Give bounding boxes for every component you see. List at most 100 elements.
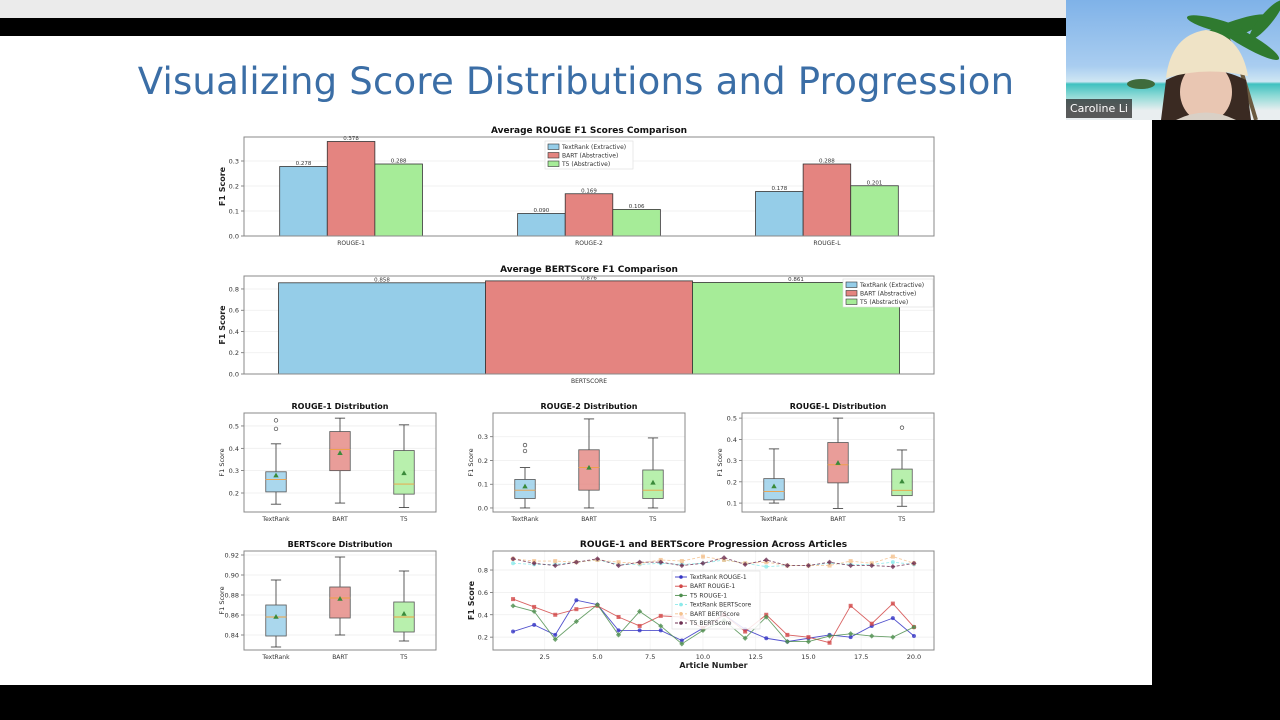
- data-point: [552, 562, 558, 569]
- participant-name: Caroline Li: [1066, 99, 1132, 118]
- x-tick-label: 2.5: [540, 653, 550, 661]
- chart-title: Average BERTScore F1 Comparison: [500, 265, 678, 275]
- legend-label: T5 ROUGE-1: [689, 592, 727, 599]
- mean-marker: [586, 464, 592, 470]
- data-point: [532, 604, 537, 609]
- x-tick-label: 5.0: [592, 653, 602, 661]
- x-category-label: T5: [648, 516, 657, 523]
- box: [265, 471, 287, 493]
- data-point: [890, 634, 896, 640]
- box: [763, 478, 785, 501]
- outlier-point: [899, 425, 905, 430]
- outlier-point: [522, 448, 528, 454]
- data-point: [700, 554, 705, 559]
- legend-label: TextRank ROUGE-1: [689, 574, 747, 581]
- legend-label: BART BERTScore: [690, 611, 740, 618]
- legend-label: T5 BERTScore: [689, 620, 732, 627]
- bar: [326, 141, 376, 237]
- y-tick-label: 0.92: [225, 552, 239, 560]
- bar-value-label: 0.278: [296, 161, 312, 167]
- legend-marker: [679, 575, 683, 579]
- mean-marker: [337, 450, 343, 456]
- x-category-label: BART: [830, 516, 846, 523]
- slide-title: Visualizing Score Distributions and Prog…: [137, 60, 1015, 103]
- mean-marker: [337, 596, 343, 601]
- mean-marker: [771, 483, 777, 489]
- browser-top-bar: [0, 0, 1066, 18]
- chart-2: 0.2 0.3 0.4 0.5 ROUGE-1 Distribution F1 Score…: [218, 402, 437, 523]
- bar: [802, 163, 852, 237]
- y-tick-label: 0.2: [478, 457, 488, 465]
- y-tick-label: 0.6: [229, 307, 239, 315]
- data-point: [742, 561, 748, 568]
- chart-title: ROUGE-1 and BERTScore Progression Across…: [580, 540, 847, 550]
- x-category-label: BART: [332, 516, 348, 523]
- charts-canvas: 0.0 0.1 0.2 0.3 Average ROUGE F1 Scores Comp…: [218, 126, 935, 670]
- legend: [671, 570, 761, 630]
- data-point: [805, 562, 812, 569]
- data-point: [848, 631, 854, 637]
- mean-marker: [899, 478, 905, 484]
- x-category-label: BART: [581, 516, 597, 523]
- y-tick-label: 0.3: [727, 457, 737, 465]
- legend-marker: [679, 584, 683, 588]
- y-tick-label: 0.3: [478, 433, 488, 441]
- data-point: [510, 556, 516, 562]
- data-point: [890, 560, 895, 565]
- legend-swatch: [845, 298, 858, 305]
- participant-video[interactable]: Caroline Li: [1066, 0, 1280, 120]
- data-point: [573, 559, 579, 565]
- legend-swatch: [845, 281, 858, 288]
- chart-title: BERTScore Distribution: [288, 540, 393, 549]
- bar-value-label: 0.201: [867, 180, 883, 186]
- y-axis-label: F1 Score: [467, 448, 475, 476]
- y-tick-label: 0.1: [229, 208, 239, 216]
- bar-value-label: 0.861: [788, 277, 804, 283]
- mean-marker: [401, 470, 407, 476]
- bar-value-label: 0.876: [581, 275, 597, 281]
- data-point: [615, 632, 622, 638]
- bar: [612, 209, 661, 237]
- bar: [374, 163, 423, 237]
- y-tick-label: 0.8: [229, 285, 239, 293]
- x-category-label: ROUGE-2: [575, 240, 603, 247]
- y-axis-label: F1 Score: [218, 448, 226, 476]
- plot-frame: [243, 550, 437, 651]
- data-point: [658, 613, 663, 618]
- box: [514, 479, 536, 499]
- y-axis-label: F1 Score: [218, 166, 227, 206]
- x-category-label: TextRank: [510, 516, 539, 523]
- data-point: [848, 603, 853, 608]
- bar: [279, 166, 328, 237]
- legend-swatch: [845, 290, 858, 297]
- data-point: [721, 555, 727, 561]
- y-tick-label: 0.88: [225, 592, 239, 600]
- data-point: [764, 636, 769, 641]
- plot-frame: [243, 275, 935, 375]
- legend-marker: [679, 621, 683, 625]
- x-category-label: TextRank: [759, 516, 788, 523]
- chart-0: 0.0 0.1 0.2 0.3 Average ROUGE F1 Scores Comp…: [218, 126, 935, 247]
- legend-swatch: [547, 143, 560, 150]
- y-axis-label: F1 Score: [716, 448, 724, 476]
- bar-value-label: 0.858: [374, 277, 390, 283]
- data-point: [553, 612, 558, 617]
- legend-marker: [679, 593, 683, 598]
- x-category-label: TextRank: [261, 516, 290, 523]
- box: [265, 604, 287, 637]
- mean-marker: [401, 611, 407, 616]
- data-point: [637, 628, 642, 633]
- y-tick-label: 0.86: [225, 612, 239, 620]
- data-point: [553, 559, 558, 564]
- chart-1: 0.0 0.2 0.4 0.6 0.8 Average BERTScore F1 Comp…: [218, 265, 935, 385]
- legend-label: T5 (Abstractive): [561, 161, 610, 168]
- data-point: [911, 560, 917, 566]
- outlier-point: [273, 426, 279, 432]
- x-tick-label: 20.0: [907, 653, 921, 661]
- data-point: [911, 634, 916, 639]
- bar: [278, 282, 486, 375]
- mean-marker: [522, 483, 528, 489]
- chart-title: ROUGE-2 Distribution: [541, 402, 638, 411]
- plot-frame: [492, 550, 935, 651]
- y-tick-label: 0.5: [727, 415, 737, 423]
